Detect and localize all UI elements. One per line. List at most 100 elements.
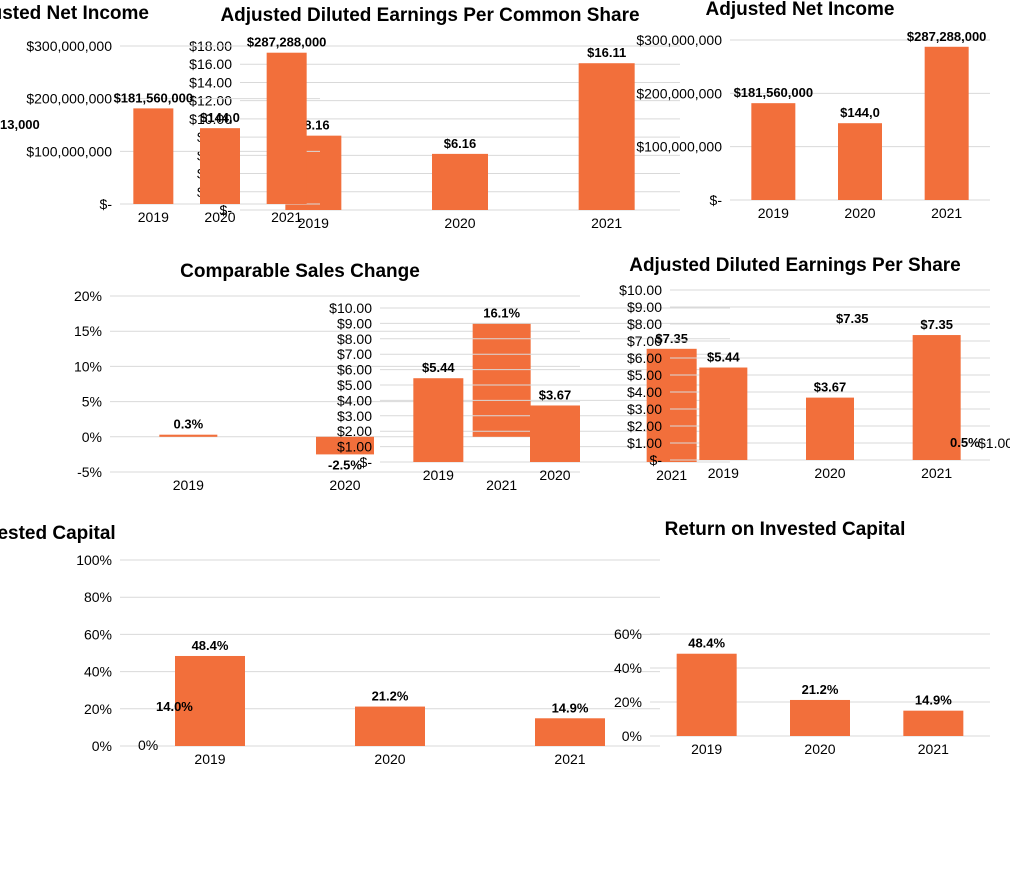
chart-title-fragment: Adjusted Net Income [0, 3, 149, 24]
y-tick-label: 5% [82, 394, 102, 410]
chart-svg: $- $100,000,000 $200,000,000 $300,000,000 20… [636, 29, 990, 221]
data-label: $144,0 [200, 110, 240, 125]
bar [432, 153, 488, 210]
bar [159, 434, 218, 437]
y-tick-label: $300,000,000 [26, 38, 112, 54]
x-tick-label: 2019 [708, 465, 739, 481]
bar [838, 123, 882, 200]
y-tick-label: $200,000,000 [636, 85, 722, 101]
data-label: $5.44 [707, 350, 740, 365]
chart-svg: -5% 0% 5% 10% 15% 20% 2019 0.3% 2020 -2.5% 2021 16.… [74, 288, 580, 490]
x-tick-label: 2021 [931, 205, 962, 221]
y-tick-label: $100,000,000 [26, 143, 112, 159]
chart-svg: 0% 20% 40% 60% 80% 100% 2019 48.4% 2020 21.2% 2021… [76, 552, 660, 767]
y-tick-label: $1.00 [337, 439, 372, 455]
y-tick-label: 20% [614, 694, 642, 710]
y-tick-label: $3.00 [337, 408, 372, 424]
bar [316, 436, 374, 455]
chart-title: Adjusted Diluted Earnings Per Share [629, 255, 961, 276]
y-tick-label: $6.00 [337, 362, 372, 378]
bar [751, 103, 796, 200]
x-tick-label: 2019 [173, 477, 204, 490]
x-tick-label: 2020 [329, 477, 360, 490]
y-tick-label: 0% [82, 429, 102, 445]
x-tick-label: 2021 [591, 215, 622, 228]
y-tick-label: $- [100, 196, 113, 212]
data-label: $7.35 [655, 331, 688, 346]
y-tick-label: $- [710, 192, 723, 208]
y-tick-label: $2.00 [627, 418, 662, 434]
y-tick-label: $14.00 [189, 74, 232, 90]
tick-fragment: $1.00 [978, 435, 1010, 451]
bar [175, 655, 245, 746]
bar [924, 46, 969, 201]
y-tick-label: $8.00 [627, 316, 662, 332]
y-tick-label: 100% [76, 552, 112, 568]
chart-title: Adjusted Net Income [705, 0, 895, 20]
chart-panel-comparable-sales: Comparable Sales Change -5% 0% 5% 10% 15% 20%… [0, 256, 600, 490]
y-tick-label: $- [650, 452, 663, 468]
chart-svg: $-$1.00$2.00$3.00$4.00$5.00$6.00$7.00$8.… [329, 300, 730, 483]
data-label: -2.5% [328, 457, 362, 472]
y-tick-label: $10.00 [619, 282, 662, 298]
bar [535, 718, 605, 746]
bar [578, 63, 635, 210]
bar [530, 405, 580, 462]
chart-panel-roic-right: Return on Invested Capital 0% 20% 40% 60% 20… [560, 512, 1010, 770]
chart-title: Adjusted Diluted Earnings Per Common Sha… [220, 5, 640, 26]
data-label: 14.9% [552, 700, 589, 715]
y-tick-label: $8.00 [337, 331, 372, 347]
y-tick-label: 15% [74, 323, 102, 339]
x-tick-label: 2021 [656, 467, 687, 483]
y-tick-label: 20% [84, 701, 112, 717]
data-label: 16.1% [483, 305, 520, 320]
value-label-fragment: $7.35 [836, 311, 869, 326]
data-label: 48.4% [192, 638, 229, 653]
value-label-fragment: 14.0% [156, 699, 193, 714]
chart-title: Return on Invested Capital [664, 519, 906, 540]
x-tick-label: 2020 [814, 465, 845, 481]
bar [903, 710, 964, 736]
y-tick-label: $100,000,000 [636, 139, 722, 155]
x-tick-label: 2021 [554, 751, 585, 767]
chart-title-fragment: Invested Capital [0, 523, 116, 544]
y-tick-label: $16.00 [189, 56, 232, 72]
bar [200, 128, 240, 204]
bar [133, 108, 174, 204]
y-tick-label: $3.00 [627, 401, 662, 417]
y-tick-label: $- [360, 454, 373, 470]
chart-panel-net-income-top: Adjusted Net Income $- $100,000,000 $200,0… [0, 0, 340, 232]
chart-title: Comparable Sales Change [180, 261, 420, 282]
data-label: $181,560,000 [734, 85, 814, 100]
x-tick-label: 2020 [444, 215, 475, 228]
data-label: $3.67 [814, 380, 847, 395]
x-tick-label: 2021 [918, 741, 949, 757]
x-tick-label: 2020 [374, 751, 405, 767]
chart-svg: $- $100,000,000 $200,000,000 $300,000,000 20… [26, 35, 327, 225]
x-tick-label: 2019 [138, 209, 169, 225]
bar [676, 653, 737, 736]
data-label: $16.11 [587, 45, 626, 60]
y-tick-label: $300,000,000 [636, 32, 722, 48]
y-tick-label: 20% [74, 288, 102, 304]
bar [413, 378, 464, 462]
y-tick-label: $7.00 [627, 333, 662, 349]
chart-panel-adj-eps-mid: $- $1.00 $2.00 $3.00 $4.00 $5.00 $6.00 $7.00 $8.… [250, 256, 770, 490]
x-tick-label: 2019 [758, 205, 789, 221]
data-label: $181,560,000 [114, 90, 194, 105]
data-label: $7.35 [920, 317, 953, 332]
data-label: $144,0 [840, 105, 880, 120]
y-tick-label: -5% [77, 464, 102, 480]
data-label: $287,288,000 [247, 35, 327, 50]
y-tick-label: $200,000,000 [26, 91, 112, 107]
x-tick-label: 2020 [204, 209, 235, 225]
bar [699, 367, 748, 460]
data-label: 0.3% [174, 417, 204, 432]
data-label: $287,288,000 [907, 29, 987, 44]
y-tick-label: $9.00 [337, 315, 372, 331]
value-label-fragment: 13,000 [0, 117, 40, 132]
x-tick-label: 2019 [423, 467, 454, 483]
y-tick-label: $12.00 [189, 93, 232, 109]
data-label: 21.2% [802, 682, 839, 697]
data-label: 14.9% [915, 693, 952, 708]
